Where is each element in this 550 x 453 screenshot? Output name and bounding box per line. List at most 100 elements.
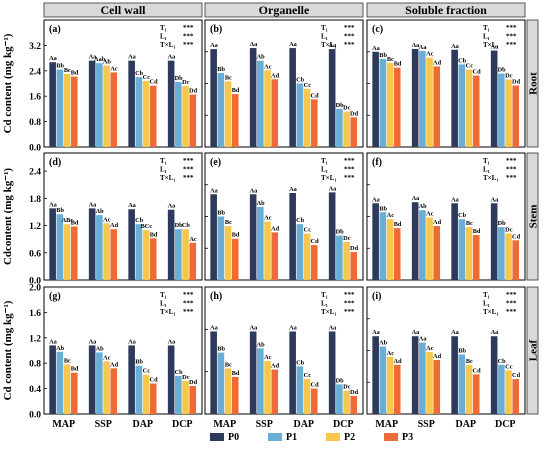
bar	[189, 386, 197, 414]
bar-letter-label: Aa	[250, 41, 259, 48]
bar-letter-label: Bd	[150, 231, 158, 238]
stat-value: ***	[506, 41, 517, 49]
stat-label: T×L₁	[160, 174, 175, 182]
bar	[49, 62, 56, 147]
bar-letter-label: Ab	[103, 58, 112, 65]
bar	[96, 63, 103, 147]
bar	[411, 48, 419, 147]
bar	[103, 223, 110, 280]
bar	[296, 224, 304, 280]
stat-value: ***	[344, 291, 355, 299]
y-tick-label: 0.8	[29, 360, 41, 370]
bar-letter-label: Aa	[250, 324, 259, 331]
stat-label: T₁	[483, 24, 490, 32]
row-header-box	[526, 286, 539, 415]
bar	[328, 331, 336, 414]
bar-letter-label: ABc	[62, 217, 74, 224]
bar	[472, 75, 480, 147]
bar-letter-label: Bb	[217, 210, 225, 217]
legend-label: P0	[228, 432, 239, 443]
panel-label: (e)	[210, 157, 221, 168]
bar-letter-label: Bb	[458, 347, 466, 354]
bar	[310, 99, 318, 147]
column-header-box	[366, 2, 526, 18]
stat-label: T×L₁	[321, 174, 336, 182]
panel-frame	[43, 152, 203, 281]
bar	[110, 72, 118, 147]
bar-letter-label: Ad	[271, 225, 280, 232]
bar-letter-label: Bb	[379, 52, 387, 59]
panel-label: (d)	[49, 157, 61, 168]
bar-letter-label: Cd	[311, 238, 320, 245]
bar	[465, 69, 473, 147]
column-header: Soluble fraction	[405, 3, 487, 17]
x-tick-label: DAP	[293, 419, 314, 430]
bar	[458, 64, 466, 147]
row-header-box	[526, 19, 539, 148]
bar-letter-label: Db	[175, 75, 184, 82]
panel-label: (a)	[49, 24, 61, 35]
bar	[110, 229, 118, 280]
bar-letter-label: Bd	[232, 87, 240, 94]
bar	[264, 221, 271, 280]
bar	[465, 227, 473, 280]
bar	[512, 240, 520, 280]
bar	[142, 374, 150, 414]
bar	[296, 83, 304, 147]
bar	[472, 235, 480, 280]
bar-letter-label: Cd	[150, 79, 159, 86]
stat-value: ***	[183, 24, 194, 32]
stat-value: ***	[344, 174, 355, 182]
bar	[289, 48, 296, 147]
bar	[110, 368, 118, 414]
bar-letter-label: Ad	[110, 222, 119, 229]
bar-letter-label: Aa	[89, 338, 98, 345]
y-tick-label: 2.0	[29, 284, 41, 294]
bar	[512, 85, 520, 147]
bar	[343, 111, 350, 147]
bar	[70, 226, 78, 280]
bar-letter-label: Dc	[343, 105, 351, 112]
stat-label: L₁	[483, 33, 490, 41]
x-tick-label: SSP	[95, 419, 112, 430]
bar	[63, 224, 71, 280]
stat-value: ***	[183, 41, 194, 49]
stat-label: L₁	[321, 33, 328, 41]
bar	[210, 49, 217, 147]
bar	[271, 369, 279, 414]
bar-letter-label: Aa	[89, 54, 98, 61]
bar-letter-label: Ac	[426, 345, 434, 352]
legend-label: P3	[402, 432, 413, 443]
row-header: Leaf	[528, 339, 540, 361]
stat-label: T×L₁	[321, 41, 336, 49]
stat-label: T₁	[321, 157, 328, 165]
bar-letter-label: Cd	[473, 367, 482, 374]
bar-letter-label: Bb	[135, 359, 143, 366]
stat-label: T×L₁	[483, 308, 498, 316]
bar	[498, 227, 505, 280]
stat-value: ***	[183, 166, 194, 174]
panel-frame	[204, 286, 364, 415]
stat-value: ***	[344, 157, 355, 165]
stat-value: ***	[344, 33, 355, 41]
bar	[393, 364, 401, 414]
panel-label: (c)	[372, 24, 383, 35]
bar-letter-label: Aa	[419, 44, 428, 51]
stat-value: ***	[183, 174, 194, 182]
legend-swatch	[384, 433, 398, 441]
bar-letter-label: Cc	[143, 368, 151, 375]
row-header-box	[526, 152, 539, 281]
bar	[303, 379, 311, 414]
bar	[231, 238, 239, 280]
y-tick-label: 1.6	[29, 93, 41, 103]
bar-letter-label: Bd	[71, 366, 79, 373]
bar	[271, 232, 279, 280]
column-header: Cell wall	[101, 3, 147, 17]
bar	[310, 245, 318, 280]
bar	[63, 364, 71, 414]
legend-swatch	[210, 433, 224, 441]
bar	[257, 348, 264, 414]
bar-letter-label: Aa	[451, 329, 460, 336]
stat-label: L₁	[483, 166, 490, 174]
bar	[393, 228, 401, 280]
